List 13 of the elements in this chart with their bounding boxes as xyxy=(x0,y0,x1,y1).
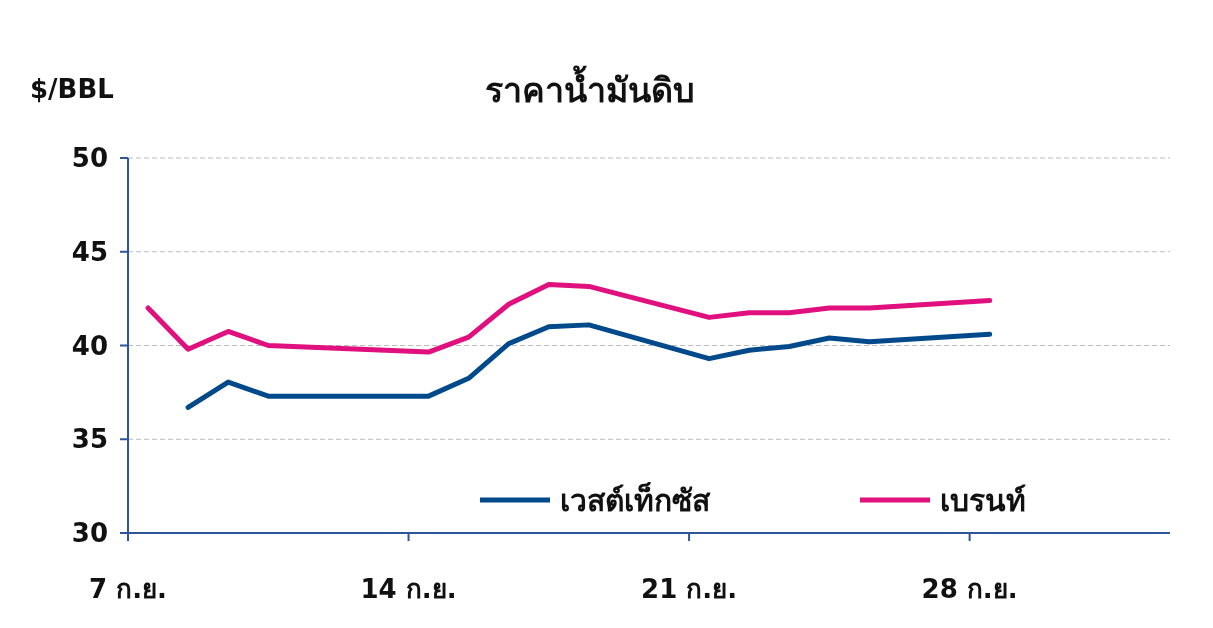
y-tick-label: 40 xyxy=(71,330,108,361)
y-axis-title: $/BBL xyxy=(30,74,114,104)
legend-label: เบรนท์ xyxy=(940,483,1026,518)
y-tick-label: 50 xyxy=(71,143,108,173)
x-tick-label: 7 ก.ย. xyxy=(89,574,167,604)
x-tick-label: 14 ก.ย. xyxy=(360,574,457,604)
x-tick-label: 28 ก.ย. xyxy=(921,574,1018,604)
y-tick-label: 45 xyxy=(71,236,108,267)
legend-label: เวสต์เท็กซัส xyxy=(560,482,711,518)
y-tick-label: 35 xyxy=(71,424,108,455)
x-tick-label: 21 ก.ย. xyxy=(641,574,738,604)
y-tick-label: 30 xyxy=(71,518,108,548)
chart-title: ราคาน้ำมันดิบ xyxy=(485,65,695,110)
